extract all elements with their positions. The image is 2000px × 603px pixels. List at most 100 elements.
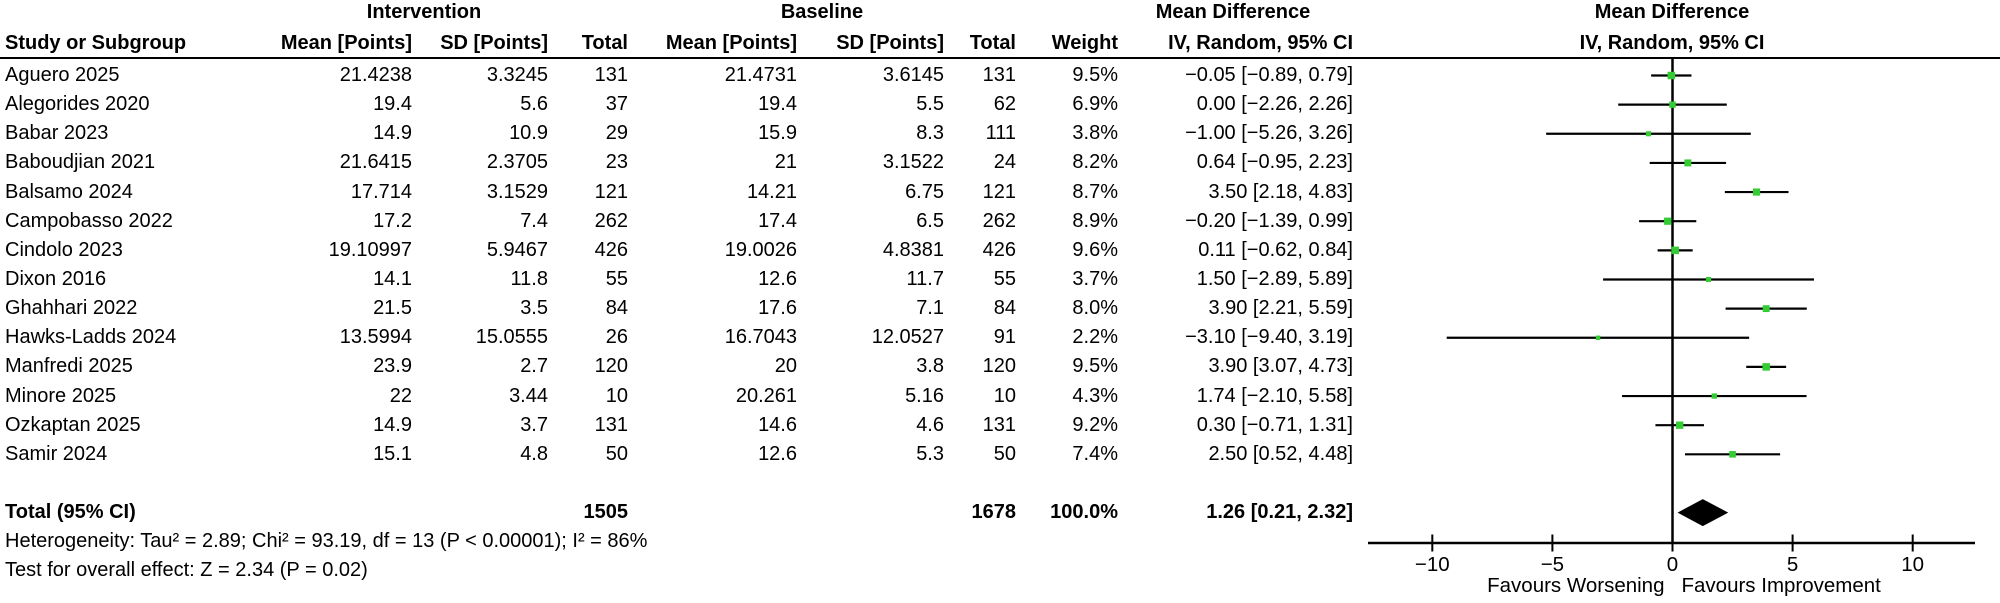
b-mean-cell: 21.4731: [724, 64, 797, 86]
ci-cell: 0.00 [−2.26, 2.26]: [1196, 93, 1353, 116]
i-sd-cell: 15.0555: [475, 326, 548, 349]
x-tick-label: −10: [1415, 553, 1450, 576]
b-mean-cell: 17.4: [758, 209, 797, 232]
b-sd-cell: 4.8381: [882, 238, 944, 261]
group-header-mean-difference-text: Mean Difference: [1155, 1, 1311, 23]
i-mean-cell: 17.2: [373, 209, 412, 232]
weight-cell: 7.4%: [1072, 442, 1118, 465]
table-row: Ghahhari 2022 21.5 3.5 84 17.6 7.1 84 8.0% 3.90 …: [0, 294, 2000, 323]
study-label: Alegorides 2020: [5, 93, 150, 116]
effect-marker: [1645, 131, 1652, 137]
b-sd-cell: 3.6145: [882, 64, 944, 86]
b-mean-cell: 21: [774, 151, 797, 174]
i-sd-cell: 2.7: [520, 355, 548, 378]
group-header-mean-difference-plot: Mean Difference: [1594, 1, 1750, 23]
study-label: Aguero 2025: [5, 64, 120, 86]
b-sd-cell: 5.16: [905, 384, 944, 407]
table-row: Ozkaptan 2025 14.9 3.7 131 14.6 4.6 131 9.2% 0.3…: [0, 411, 2000, 440]
i-mean-cell: 13.5994: [339, 326, 412, 349]
b-total-cell: 50: [993, 442, 1016, 465]
i-total-cell: 131: [594, 64, 628, 86]
b-mean-cell: 12.6: [758, 442, 797, 465]
ci-cell: 1.50 [−2.89, 5.89]: [1196, 267, 1353, 290]
b-sd-cell: 3.8: [916, 355, 944, 378]
total-baseline-n: 1678: [971, 501, 1017, 523]
b-mean-cell: 14.6: [758, 413, 797, 436]
ci-cell: 2.50 [0.52, 4.48]: [1208, 442, 1353, 465]
i-mean-cell: 17.714: [350, 180, 412, 203]
b-sd-cell: 7.1: [916, 297, 944, 320]
table-row: Samir 2024 15.1 4.8 50 12.6 5.3 50 7.4% 2.50 [0.…: [0, 440, 2000, 469]
b-mean-cell: 15.9: [758, 122, 797, 145]
b-sd-cell: 6.5: [916, 209, 944, 232]
b-sd-cell: 5.3: [916, 442, 944, 465]
weight-cell: 8.2%: [1072, 151, 1118, 174]
total-row: Total (95% CI) 1505 1678 100.0% 1.26 [0.…: [0, 498, 2000, 527]
effect-marker: [1595, 335, 1601, 340]
b-sd-cell: 11.7: [906, 267, 944, 290]
table-row: Manfredi 2025 23.9 2.7 120 20 3.8 120 9.5% 3.90 …: [0, 352, 2000, 381]
effect-marker: [1671, 246, 1679, 255]
b-mean-cell: 17.6: [758, 297, 797, 320]
weight-cell: 8.0%: [1072, 297, 1118, 320]
table-row: Minore 2025 22 3.44 10 20.261 5.16 10 4.3% 1.74 …: [0, 382, 2000, 411]
b-mean-cell: 20: [774, 355, 797, 378]
i-mean-cell: 14.9: [373, 122, 412, 145]
ci-cell: −0.20 [−1.39, 0.99]: [1185, 209, 1353, 232]
ci-cell: 1.74 [−2.10, 5.58]: [1196, 384, 1353, 407]
col-header-ci-plot: IV, Random, 95% CI: [1579, 32, 1765, 54]
table-row: Alegorides 2020 19.4 5.6 37 19.4 5.5 62 6.9% 0.0…: [0, 90, 2000, 119]
study-label: Cindolo 2023: [5, 238, 123, 261]
b-total-cell: 111: [985, 122, 1016, 145]
col-header-baseline-mean: Mean [Points]: [665, 32, 797, 54]
i-total-cell: 121: [594, 180, 628, 203]
b-sd-cell: 4.6: [916, 413, 944, 436]
i-total-cell: 29: [605, 122, 628, 145]
favours-right-label: Favours Improvement: [1682, 574, 1882, 597]
weight-cell: 3.8%: [1072, 122, 1118, 145]
i-total-cell: 55: [605, 267, 628, 290]
i-total-cell: 10: [605, 384, 628, 407]
i-mean-cell: 21.4238: [339, 64, 412, 86]
effect-marker: [1762, 305, 1770, 313]
b-sd-cell: 12.0527: [871, 326, 944, 349]
x-tick-label: −5: [1541, 553, 1564, 576]
i-mean-cell: 14.1: [373, 267, 412, 290]
i-total-cell: 23: [605, 151, 628, 174]
effect-marker: [1762, 363, 1770, 371]
weight-cell: 3.7%: [1072, 267, 1118, 290]
i-total-cell: 84: [605, 297, 628, 320]
ci-cell: 3.90 [3.07, 4.73]: [1208, 355, 1353, 378]
table-row: Balsamo 2024 17.714 3.1529 121 14.21 6.75 121 8…: [0, 178, 2000, 207]
effect-marker: [1667, 71, 1676, 80]
weight-cell: 8.9%: [1072, 209, 1118, 232]
i-mean-cell: 15.1: [373, 442, 412, 465]
table-row: Campobasso 2022 17.2 7.4 262 17.4 6.5 262 8.9% −…: [0, 207, 2000, 236]
b-sd-cell: 8.3: [916, 122, 944, 145]
table-row: Cindolo 2023 19.10997 5.9467 426 19.0026 4.83…: [0, 236, 2000, 265]
i-sd-cell: 3.44: [509, 384, 548, 407]
b-mean-cell: 14.21: [746, 180, 797, 203]
total-intervention-n: 1505: [583, 501, 629, 523]
group-header-intervention: Intervention: [366, 1, 482, 23]
i-mean-cell: 22: [389, 384, 412, 407]
col-header-baseline-sd: SD [Points]: [836, 32, 944, 54]
b-total-cell: 121: [982, 180, 1016, 203]
pooled-diamond: [1677, 499, 1729, 527]
i-sd-cell: 2.3705: [486, 151, 548, 174]
ci-cell: 0.64 [−0.95, 2.23]: [1196, 151, 1353, 174]
b-mean-cell: 19.0026: [724, 238, 797, 261]
b-total-cell: 10: [993, 384, 1016, 407]
ci-cell: 0.30 [−0.71, 1.31]: [1196, 413, 1353, 436]
i-mean-cell: 19.4: [373, 93, 412, 116]
study-label: Ozkaptan 2025: [5, 413, 141, 436]
study-label: Balsamo 2024: [5, 180, 133, 203]
b-sd-cell: 3.1522: [882, 151, 944, 174]
weight-cell: 8.7%: [1072, 180, 1118, 203]
heterogeneity-note: Heterogeneity: Tau² = 2.89; Chi² = 93.19…: [5, 530, 648, 552]
effect-marker: [1669, 101, 1676, 108]
col-header-study: Study or Subgroup: [5, 32, 187, 54]
total-label: Total (95% CI): [5, 501, 136, 523]
